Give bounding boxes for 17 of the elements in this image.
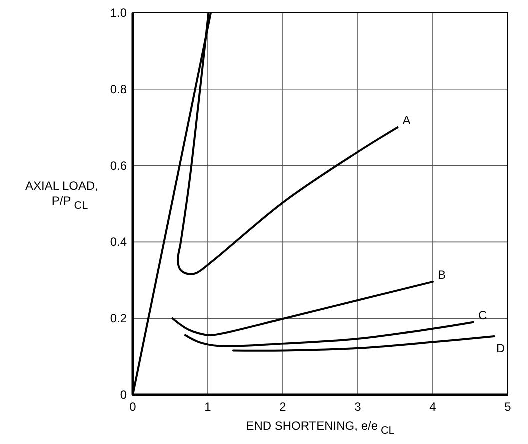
y-tick-label: 0.4 [110,235,128,250]
y-tick-label: 0 [120,388,128,402]
series-label: A [402,114,411,128]
x-tick-label: 4 [430,400,437,414]
y-axis-title: AXIAL LOAD, P/P$_{CL}$ [26,179,98,212]
y-tick-label: 0.8 [110,82,128,96]
y-tick-label: 0.2 [110,312,128,326]
series-label: B [438,268,446,282]
x-tick-label: 5 [504,400,512,414]
y-tick-label: 0.6 [110,158,128,173]
x-axis-title: END SHORTENING, e/e$_{CL}$ [246,419,395,438]
series-label: D [496,342,506,356]
x-tick-label: 2 [280,400,287,414]
x-tick-label: 0 [130,400,137,414]
x-tick-label: 1 [204,400,212,414]
x-tick-label: 3 [354,400,362,414]
y-tick-label: 1.0 [110,6,128,20]
